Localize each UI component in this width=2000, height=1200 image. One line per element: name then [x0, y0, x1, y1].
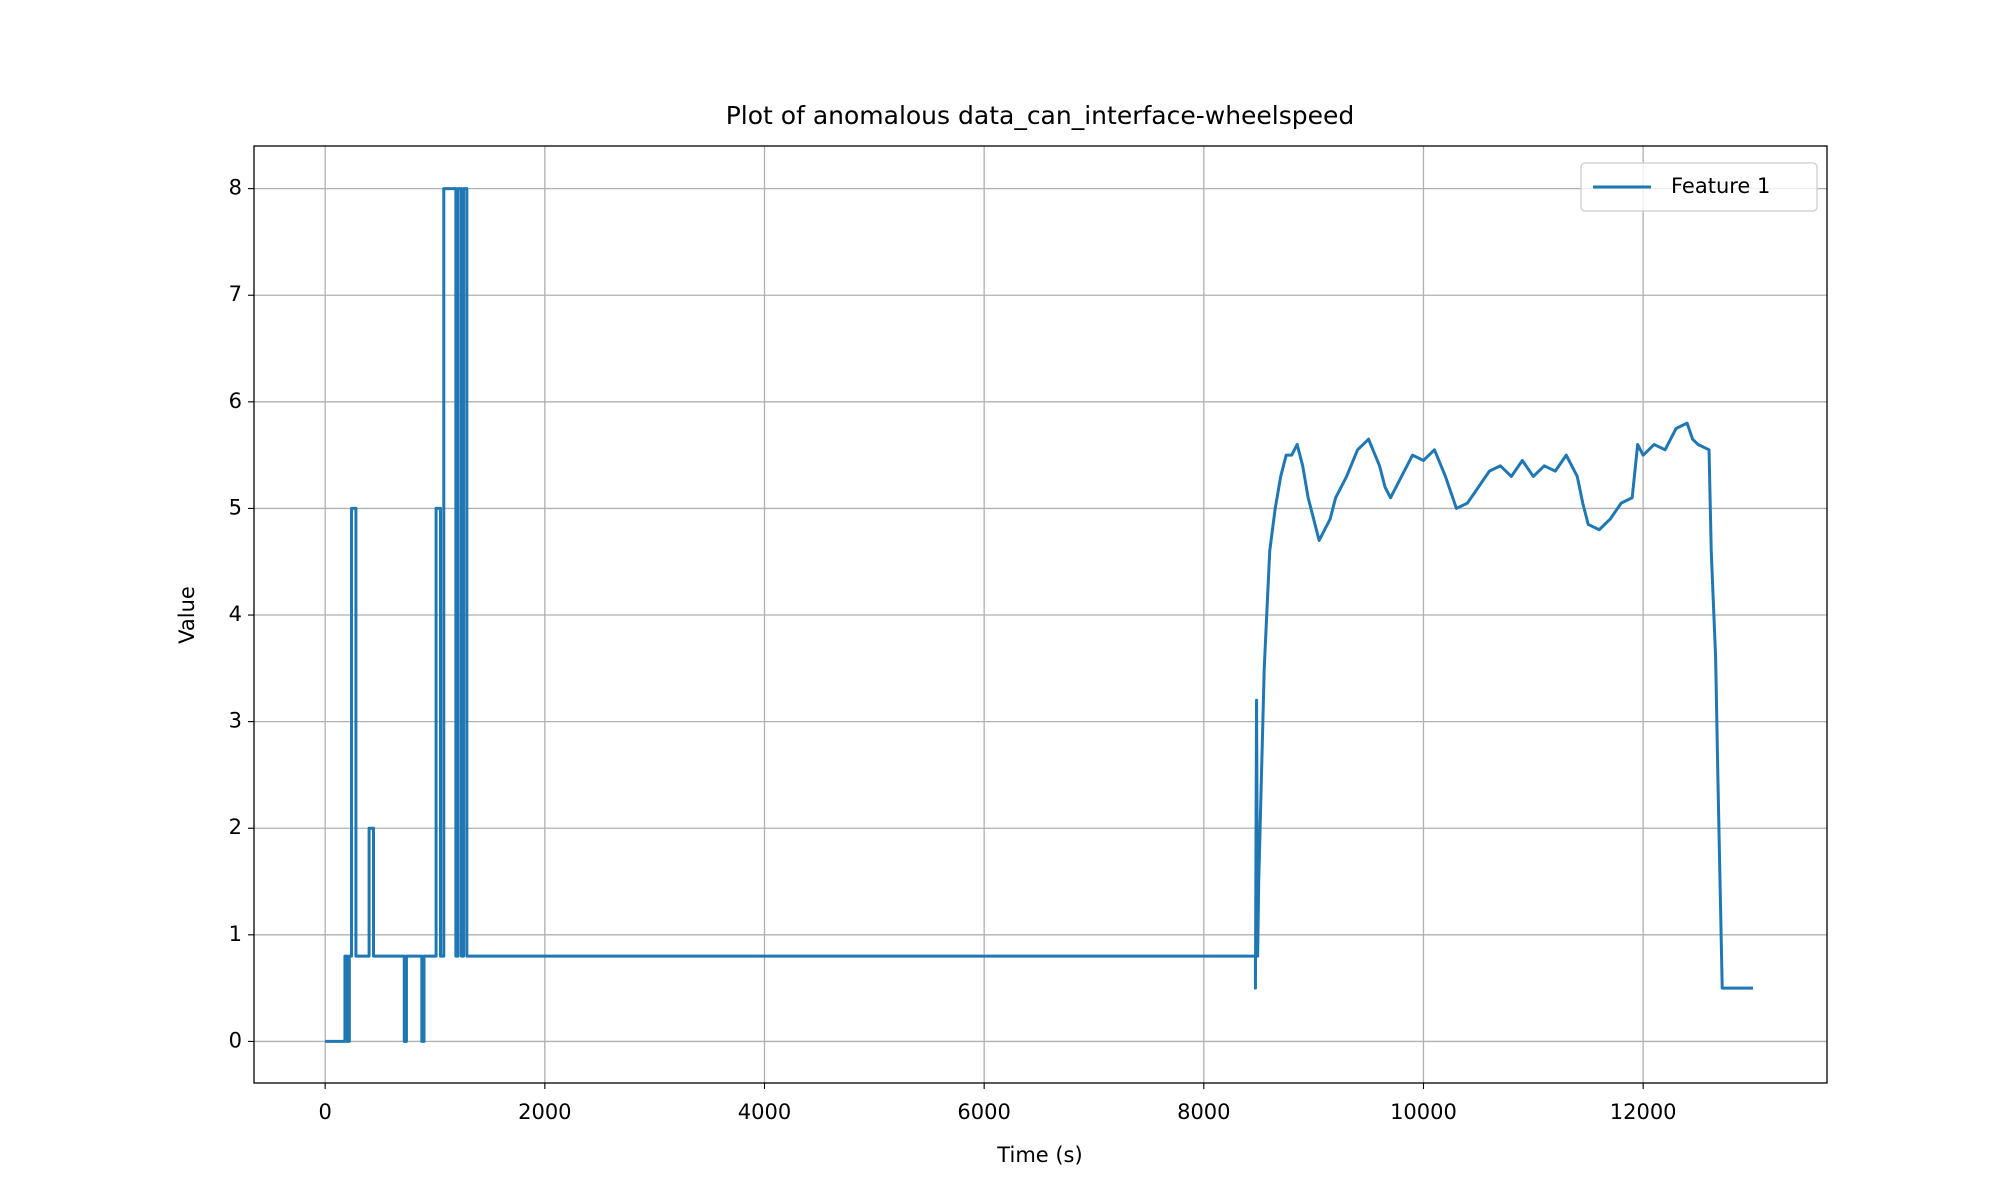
y-tick-label: 2	[229, 815, 242, 839]
y-tick-label: 4	[229, 602, 242, 626]
x-tick-label: 2000	[518, 1100, 571, 1124]
y-tick-label: 8	[229, 176, 242, 200]
x-tick-label: 4000	[738, 1100, 791, 1124]
y-tick-label: 0	[229, 1028, 242, 1052]
y-tick-label: 5	[229, 495, 242, 519]
y-axis-label: Value	[175, 586, 199, 644]
chart-title: Plot of anomalous data_can_interface-whe…	[726, 101, 1355, 130]
x-tick-label: 10000	[1390, 1100, 1457, 1124]
legend-box	[1580, 162, 1818, 212]
x-tick-label: 6000	[957, 1100, 1010, 1124]
y-tick-label: 7	[229, 282, 242, 306]
y-tick-label: 1	[229, 922, 242, 946]
legend-label: Feature 1	[1671, 174, 1770, 198]
x-tick-label: 0	[318, 1100, 331, 1124]
data-line	[325, 187, 1753, 1043]
y-tick-label: 6	[229, 389, 242, 413]
y-tick-label: 3	[229, 709, 242, 733]
x-tick-label: 12000	[1610, 1100, 1677, 1124]
x-axis-label: Time (s)	[996, 1143, 1082, 1167]
plot-frame	[253, 145, 1828, 1084]
x-tick-label: 8000	[1177, 1100, 1230, 1124]
